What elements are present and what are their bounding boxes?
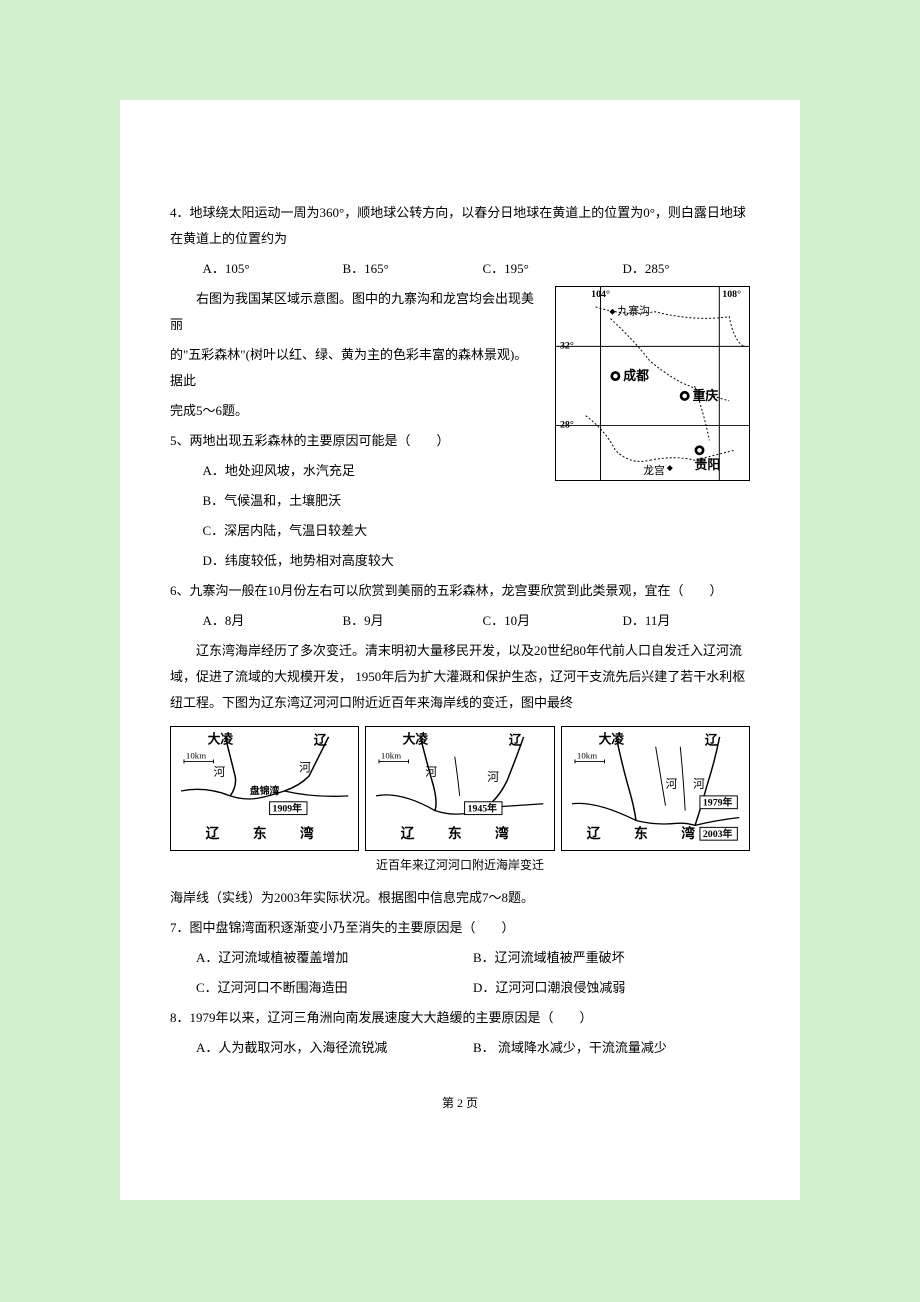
city-longgong: 龙宫 [643,463,673,477]
q7-opt-d: D．辽河河口潮浪侵蚀减弱 [473,975,750,1001]
svg-text:1979年: 1979年 [703,796,733,809]
q8-opt-a: A．人为截取河水，入海径流锐减 [196,1035,473,1061]
svg-text:1945年: 1945年 [468,802,498,815]
svg-text:辽 东 湾: 辽 东 湾 [586,825,704,841]
question-6-options: A．8月 B．9月 C．10月 D．11月 [170,608,750,634]
q4-opt-c: C．195° [483,256,573,282]
china-region-map: 104° 108° 32° 28° 九寨沟 [555,286,750,490]
svg-text:辽: 辽 [705,734,718,748]
city-jiuzhaigou: 九寨沟 [609,304,650,318]
svg-text:龙宫: 龙宫 [643,463,665,477]
q7-row2: C．辽河河口不断围海造田 D．辽河河口潮浪侵蚀减弱 [170,975,750,1001]
lat-28: 28° [560,420,574,431]
svg-text:辽 东 湾: 辽 东 湾 [206,825,324,841]
svg-text:河: 河 [213,765,225,779]
q6-opt-b: B．9月 [343,608,433,634]
figure-1979-2003: 大凌 辽 河 河 10km 1979年 2003年 辽 东 湾 [561,726,750,851]
figure-caption: 近百年来辽河河口附近海岸变迁 [170,853,750,877]
q7-opt-c: C．辽河河口不断围海造田 [196,975,473,1001]
q5-opt-a: A．地处迎风坡，水汽充足 [170,458,535,484]
city-chengdu: 成都 [610,368,649,383]
q4-opt-b: B．165° [343,256,433,282]
q7-opt-b: B．辽河流域植被严重破坏 [473,945,750,971]
svg-text:大凌: 大凌 [598,732,624,747]
svg-text:辽 东 湾: 辽 东 湾 [401,825,519,841]
p5-line1: 右图为我国某区域示意图。图中的九寨沟和龙宫均会出现美丽 [170,286,535,338]
question-4: 4．地球绕太阳运动一周为360°，顺地球公转方向，以春分日地球在黄道上的位置为0… [170,200,750,252]
exam-page: 4．地球绕太阳运动一周为360°，顺地球公转方向，以春分日地球在黄道上的位置为0… [120,100,800,1200]
q7-row1: A．辽河流域植被覆盖增加 B．辽河流域植被严重破坏 [170,945,750,971]
coastline-figures: 大凌 辽 河 河 10km 盘锦湾 1909年 辽 东 湾 大凌 辽 河 河 [170,726,750,851]
page-number: 第 2 页 [170,1091,750,1115]
city-chongqing: 重庆 [680,388,719,403]
passage-5-6-wrap: 右图为我国某区域示意图。图中的九寨沟和龙宫均会出现美丽 的"五彩森林"(树叶以红… [170,286,750,578]
lon-104: 104° [591,289,610,300]
svg-text:河: 河 [665,777,677,791]
passage-5-6-text: 右图为我国某区域示意图。图中的九寨沟和龙宫均会出现美丽 的"五彩森林"(树叶以红… [170,286,535,578]
figure-1909: 大凌 辽 河 河 10km 盘锦湾 1909年 辽 东 湾 [170,726,359,851]
svg-text:河: 河 [488,770,500,784]
lat-32: 32° [560,340,574,351]
svg-text:大凌: 大凌 [208,732,234,747]
svg-text:2003年: 2003年 [703,827,733,840]
q6-opt-a: A．8月 [203,608,293,634]
passage-7-8-p1: 辽东湾海岸经历了多次变迁。清末明初大量移民开发，以及20世纪80年代前人口自发迁… [170,638,750,716]
question-5: 5、两地出现五彩森林的主要原因可能是（ ） [170,428,535,454]
svg-text:10km: 10km [186,750,206,760]
svg-text:重庆: 重庆 [693,388,719,403]
q8-opt-b: B． 流域降水减少，干流流量减少 [473,1035,750,1061]
question-7: 7．图中盘锦湾面积逐渐变小乃至消失的主要原因是（ ） [170,915,750,941]
svg-text:河: 河 [693,777,705,791]
svg-text:10km: 10km [577,750,597,760]
q4-opt-a: A．105° [203,256,293,282]
passage-7-8-p2: 海岸线（实线）为2003年实际状况。根据图中信息完成7～8题。 [170,885,750,911]
content: 4．地球绕太阳运动一周为360°，顺地球公转方向，以春分日地球在黄道上的位置为0… [170,200,750,1115]
figure-1945: 大凌 辽 河 河 10km 1945年 辽 东 湾 [365,726,554,851]
svg-text:成都: 成都 [623,368,649,383]
q5-opt-d: D．纬度较低，地势相对高度较大 [170,548,535,574]
map-svg: 104° 108° 32° 28° 九寨沟 [555,286,750,481]
svg-text:盘锦湾: 盘锦湾 [250,784,280,797]
svg-text:贵阳: 贵阳 [695,457,721,472]
p5-line2: 的"五彩森林"(树叶以红、绿、黄为主的色彩丰富的森林景观)。据此 [170,342,535,394]
q4-opt-d: D．285° [623,256,713,282]
q7-opt-a: A．辽河流域植被覆盖增加 [196,945,473,971]
svg-text:1909年: 1909年 [273,802,303,815]
lon-108: 108° [722,289,741,300]
q5-opt-c: C．深居内陆，气温日较差大 [170,518,535,544]
svg-text:大凌: 大凌 [403,732,429,747]
q6-opt-c: C．10月 [483,608,573,634]
question-8: 8．1979年以来，辽河三角洲向南发展速度大大趋缓的主要原因是（ ） [170,1005,750,1031]
q5-opt-b: B．气候温和，土壤肥沃 [170,488,535,514]
p5-line3: 完成5～6题。 [170,398,535,424]
q8-row1: A．人为截取河水，入海径流锐减 B． 流域降水减少，干流流量减少 [170,1035,750,1061]
city-guiyang: 贵阳 [695,445,721,472]
question-4-options: A．105° B．165° C．195° D．285° [170,256,750,282]
svg-text:九寨沟: 九寨沟 [617,304,650,318]
svg-text:河: 河 [299,760,311,774]
q6-opt-d: D．11月 [623,608,713,634]
svg-text:10km: 10km [381,750,401,760]
question-6: 6、九寨沟一般在10月份左右可以欣赏到美丽的五彩森林，龙宫要欣赏到此类景观，宜在… [170,578,750,604]
